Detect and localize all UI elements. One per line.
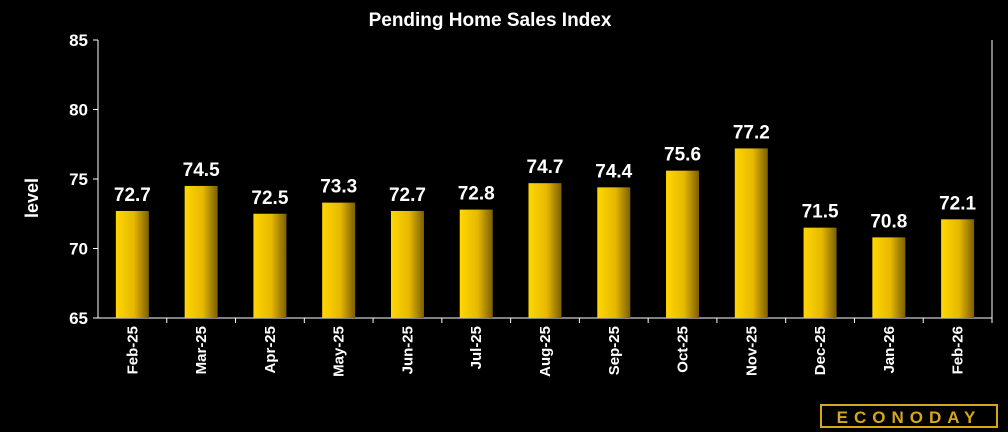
bar bbox=[872, 237, 906, 318]
data-label: 72.8 bbox=[458, 184, 495, 205]
bar bbox=[803, 227, 837, 318]
plot-area: 65 70 75 80 85 72.7 Feb-25 74.5 Mar-25 72.5 Apr-25… bbox=[69, 31, 993, 377]
y-tick-label: 70 bbox=[69, 240, 88, 259]
x-tick-label: Feb-25 bbox=[124, 326, 141, 374]
chart-title: Pending Home Sales Index bbox=[369, 10, 612, 31]
bar bbox=[253, 213, 287, 318]
x-tick-label: Feb-26 bbox=[950, 326, 967, 374]
data-label: 72.7 bbox=[114, 185, 151, 206]
y-tick-label: 65 bbox=[69, 309, 88, 328]
bar bbox=[459, 209, 493, 318]
y-tick-label: 75 bbox=[69, 170, 88, 189]
data-label: 72.5 bbox=[251, 188, 288, 209]
x-tick-label: Jan-26 bbox=[881, 326, 898, 374]
data-label: 74.4 bbox=[595, 161, 632, 182]
bar bbox=[184, 185, 218, 318]
x-tick-label: Oct-25 bbox=[675, 326, 692, 373]
x-tick-label: Dec-25 bbox=[812, 326, 829, 375]
y-tick-label: 80 bbox=[69, 101, 88, 120]
x-tick-label: Sep-25 bbox=[606, 326, 623, 375]
x-tick-label: Apr-25 bbox=[262, 326, 279, 374]
data-label: 74.7 bbox=[527, 157, 564, 178]
x-tick-label: Jul-25 bbox=[468, 326, 485, 369]
x-tick-label: May-25 bbox=[331, 326, 348, 377]
x-tick-label: Nov-25 bbox=[743, 326, 760, 376]
data-label: 70.8 bbox=[870, 211, 907, 232]
data-label: 77.2 bbox=[733, 122, 770, 143]
data-label: 75.6 bbox=[664, 145, 701, 166]
bar bbox=[941, 219, 975, 318]
y-axis-label: level bbox=[22, 178, 42, 218]
bar bbox=[115, 210, 149, 318]
econoday-logo: ECONODAY bbox=[820, 404, 998, 428]
bar bbox=[734, 148, 768, 318]
data-label: 73.3 bbox=[320, 177, 357, 198]
x-tick-label: Aug-25 bbox=[537, 326, 554, 377]
bar bbox=[322, 202, 356, 318]
data-label: 71.5 bbox=[802, 202, 839, 223]
y-tick-label: 85 bbox=[69, 31, 88, 50]
bar bbox=[666, 170, 700, 318]
bar bbox=[390, 210, 424, 318]
data-label: 74.5 bbox=[183, 160, 220, 181]
data-label: 72.1 bbox=[939, 193, 976, 214]
x-tick-label: Mar-25 bbox=[193, 326, 210, 374]
bar bbox=[528, 183, 562, 318]
bar bbox=[597, 187, 631, 318]
x-tick-label: Jun-25 bbox=[399, 326, 416, 374]
data-label: 72.7 bbox=[389, 185, 426, 206]
